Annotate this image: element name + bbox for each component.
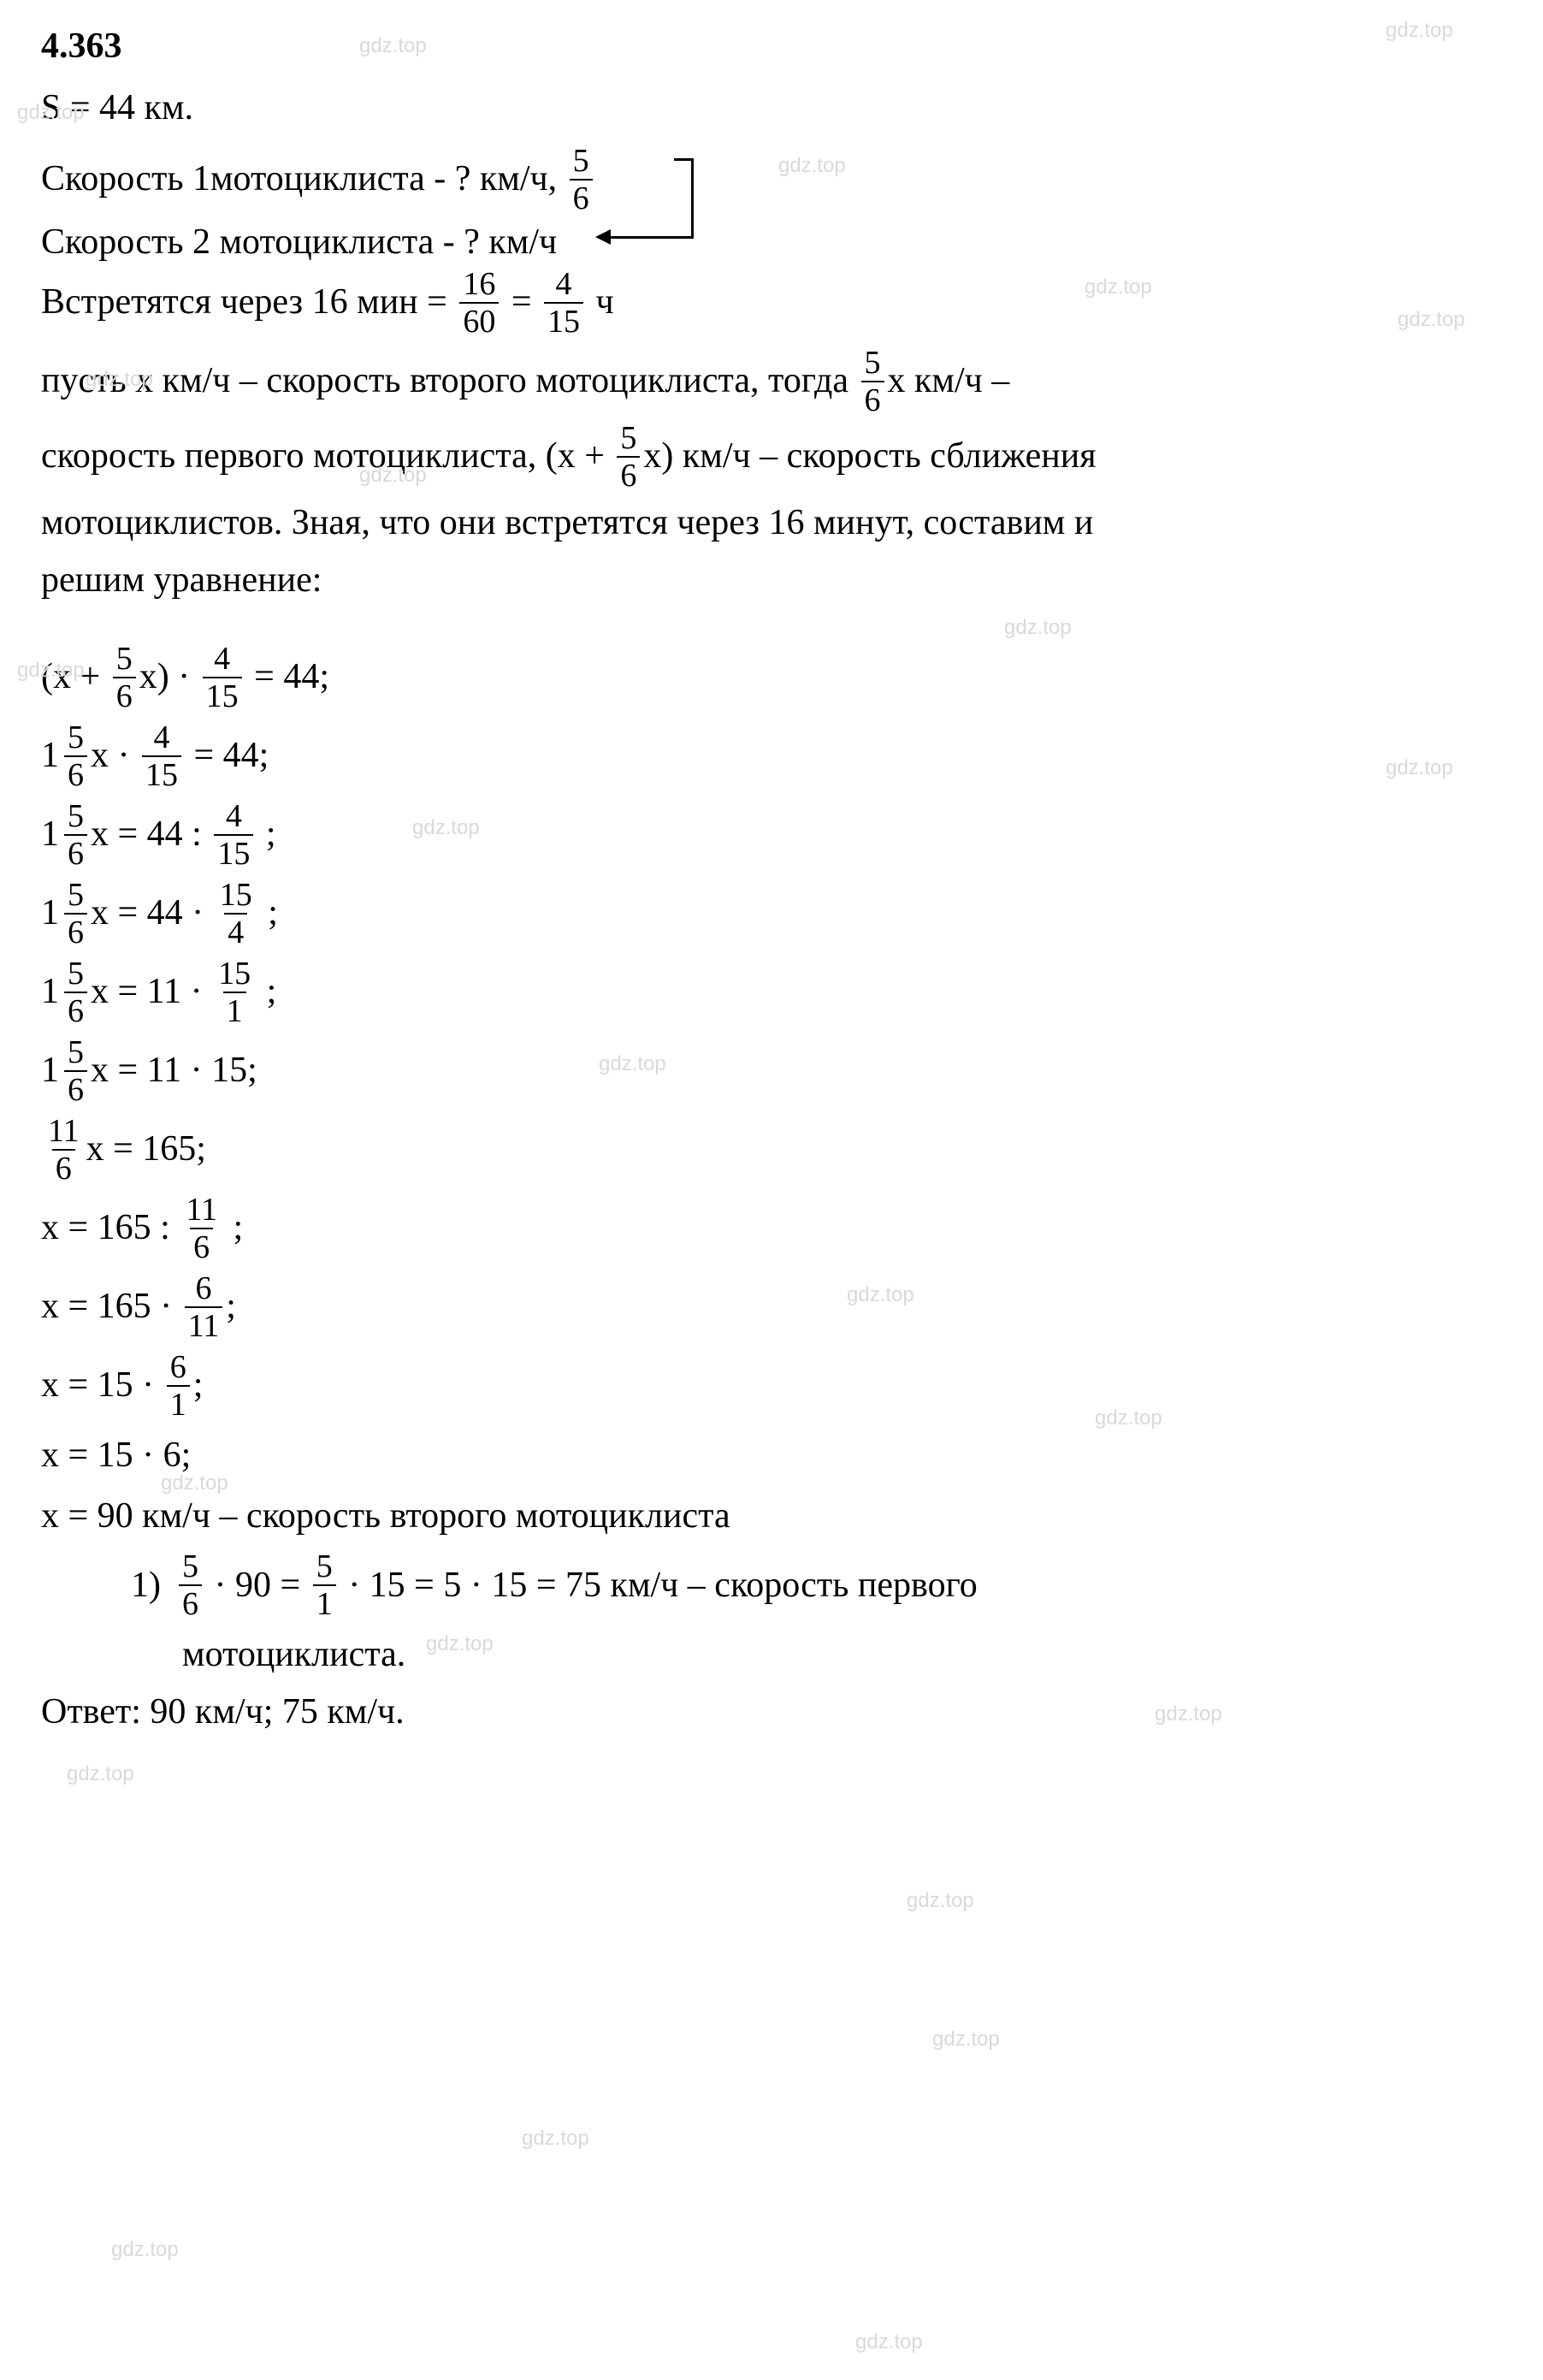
para1a: пусть x км/ч – скорость второго мотоцикл… bbox=[41, 346, 1502, 417]
eq2: 1 56 x · 415 = 44; bbox=[41, 721, 1502, 791]
eq11: x = 15 · 6; bbox=[41, 1430, 1502, 1482]
s-unit: км. bbox=[135, 82, 193, 134]
speed1-line: Скорость 1мотоциклиста - ? км/ч, 5 6 bbox=[41, 145, 596, 215]
solution-page: 4.363 S = 44 км. Скорость 1мотоциклиста … bbox=[0, 0, 1543, 1767]
eq4: 1 56 x = 44 · 154 ; bbox=[41, 879, 1502, 949]
bracket-bottom bbox=[611, 236, 691, 239]
speed-bracket-box: Скорость 1мотоциклиста - ? км/ч, 5 6 Ско… bbox=[41, 139, 1502, 259]
eq5: 1 56 x = 11 · 151 ; bbox=[41, 957, 1502, 1027]
bracket-top bbox=[674, 158, 691, 161]
meet-prefix: Встретятся через 16 мин = bbox=[41, 276, 456, 329]
meet-line: Встретятся через 16 мин = 16 60 = 4 15 ч bbox=[41, 268, 1502, 338]
speed2-label: Скорость 2 мотоциклиста - ? км/ч bbox=[41, 216, 557, 269]
bracket-vertical bbox=[691, 158, 694, 239]
para1b: скорость первого мотоциклиста, (x + 5 6 … bbox=[41, 422, 1502, 492]
s-prefix: S = bbox=[41, 82, 99, 134]
meet-frac2: 4 15 bbox=[544, 268, 583, 338]
eq1: (x + 56 x) · 415 = 44; bbox=[41, 642, 1502, 713]
eq8: x = 165 : 116 ; bbox=[41, 1193, 1502, 1264]
watermark: gdz.top bbox=[932, 2028, 1000, 2051]
s-value: 44 bbox=[99, 82, 135, 134]
frac-den: 6 bbox=[570, 179, 593, 215]
distance-line: S = 44 км. bbox=[41, 82, 1502, 134]
watermark: gdz.top bbox=[111, 2238, 179, 2262]
eq7: 116 x = 165; bbox=[41, 1115, 1502, 1185]
watermark: gdz.top bbox=[522, 2127, 589, 2151]
eq6: 1 56 x = 11 · 15; bbox=[41, 1036, 1502, 1106]
final-answer: Ответ: 90 км/ч; 75 км/ч. bbox=[41, 1691, 1502, 1732]
eq12: x = 90 км/ч – скорость второго мотоцикли… bbox=[41, 1490, 1502, 1542]
para1d: решим уравнение: bbox=[41, 554, 1502, 607]
eq3: 1 56 x = 44 : 415 ; bbox=[41, 800, 1502, 870]
ans1: 1) 56 · 90 = 51 · 15 = 5 · 15 = 75 км/ч … bbox=[41, 1550, 1502, 1620]
ans1b: мотоциклиста. bbox=[41, 1629, 1502, 1681]
para1a-frac: 5 6 bbox=[861, 346, 884, 417]
watermark: gdz.top bbox=[855, 2330, 923, 2354]
eq10: x = 15 · 61 ; bbox=[41, 1351, 1502, 1421]
speed1-label: Скорость 1мотоциклиста - ? км/ч, bbox=[41, 153, 566, 205]
meet-frac1: 16 60 bbox=[459, 268, 499, 338]
eq9: x = 165 · 611 ; bbox=[41, 1272, 1502, 1342]
bracket-arrow bbox=[595, 229, 611, 245]
speed2-line: Скорость 2 мотоциклиста - ? км/ч bbox=[41, 216, 557, 269]
watermark: gdz.top bbox=[907, 1889, 974, 1913]
para1b-frac: 5 6 bbox=[617, 422, 640, 492]
frac-num: 5 bbox=[570, 145, 593, 179]
para1c: мотоциклистов. Зная, что они встретятся … bbox=[41, 497, 1502, 549]
problem-number: 4.363 bbox=[41, 26, 1502, 67]
speed1-frac: 5 6 bbox=[570, 145, 593, 215]
